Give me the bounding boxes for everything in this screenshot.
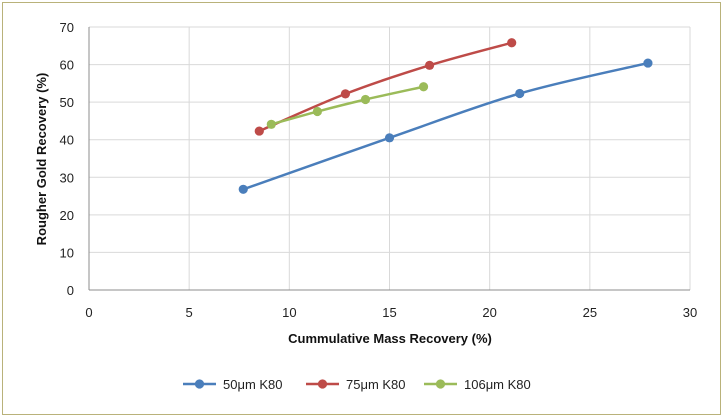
data-point	[424, 60, 435, 70]
x-tick-label: 20	[482, 305, 496, 320]
y-tick-label: 20	[60, 208, 74, 223]
y-axis-title: Rougher Gold Recovery (%)	[34, 73, 49, 246]
series-line	[242, 61, 650, 191]
legend-label: 106μm K80	[464, 377, 531, 392]
x-tick-label: 5	[186, 305, 193, 320]
legend-marker	[435, 379, 446, 389]
data-point	[266, 119, 276, 129]
gridlines	[89, 26, 691, 290]
y-tick-label: 70	[60, 20, 74, 35]
data-point	[360, 94, 371, 105]
y-tick-label: 60	[60, 58, 74, 73]
y-tick-label: 10	[60, 245, 74, 260]
axes	[88, 27, 690, 291]
series-line	[258, 41, 513, 133]
x-axis-title: Cummulative Mass Recovery (%)	[288, 331, 492, 346]
y-tick-label: 40	[60, 133, 74, 148]
tick-labels: 0 5 10 15 20 25 30 0 10 20 30 40 50 60 70	[60, 20, 698, 320]
legend-marker	[317, 379, 328, 389]
data-point	[238, 184, 248, 194]
legend-label: 50μm K80	[223, 377, 283, 392]
x-tick-label: 30	[683, 305, 697, 320]
legend-marker	[194, 379, 205, 389]
y-tick-label: 50	[60, 95, 74, 110]
x-tick-label: 10	[282, 305, 296, 320]
x-tick-label: 15	[382, 305, 396, 320]
data-point	[340, 89, 351, 99]
legend-label: 75μm K80	[346, 377, 406, 392]
data-point	[643, 58, 653, 68]
chart-frame	[2, 2, 721, 415]
legend: 50μm K80 75μm K80 106μm K80	[183, 377, 531, 392]
x-tick-label: 0	[85, 305, 92, 320]
series-line	[270, 85, 425, 126]
series-group	[238, 38, 653, 194]
y-tick-label: 30	[60, 170, 74, 185]
data-point	[384, 133, 395, 143]
data-point	[312, 106, 322, 117]
x-tick-label: 25	[583, 305, 597, 320]
data-point	[507, 38, 517, 48]
data-point	[418, 82, 429, 92]
data-point	[515, 88, 525, 99]
y-tick-label: 0	[67, 283, 74, 298]
data-point	[254, 126, 264, 136]
